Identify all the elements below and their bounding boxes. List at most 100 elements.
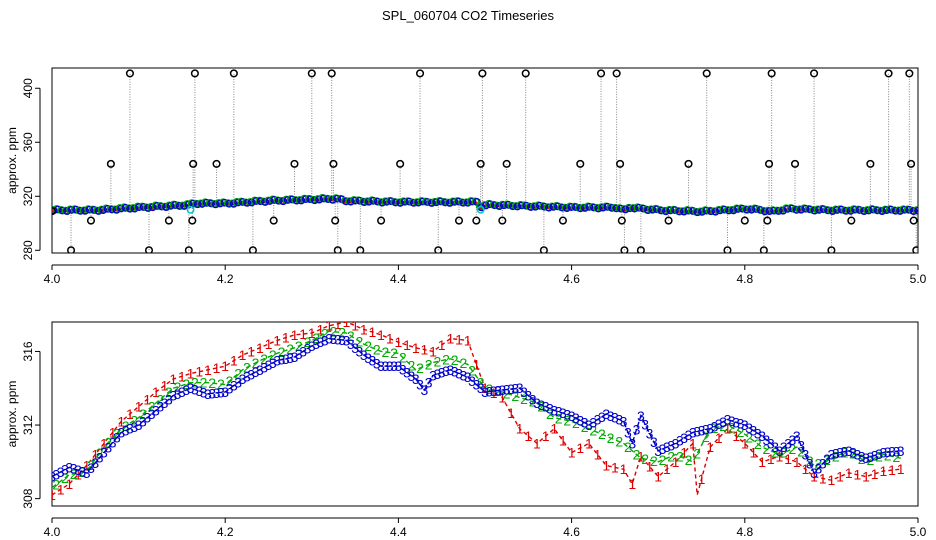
series-3-marker: 3 bbox=[459, 367, 467, 383]
series-1-marker: 1 bbox=[117, 413, 125, 429]
series-3-marker: 3 bbox=[563, 406, 571, 422]
sensor3-point bbox=[508, 202, 517, 211]
flag-point bbox=[767, 69, 776, 78]
series-1-marker: 1 bbox=[412, 340, 420, 356]
sensor3-point bbox=[72, 205, 80, 214]
series-3-marker: 3 bbox=[87, 460, 95, 476]
series-3-marker: 3 bbox=[815, 460, 823, 476]
sensor3-point bbox=[202, 198, 211, 207]
series-1-marker: 1 bbox=[464, 332, 472, 348]
series-3-marker: 3 bbox=[269, 355, 277, 371]
series-3-marker: 3 bbox=[226, 381, 234, 397]
flag-point bbox=[184, 246, 193, 253]
sensor3-point bbox=[743, 205, 751, 214]
series-3-marker: 3 bbox=[594, 412, 602, 428]
series-3-marker: 3 bbox=[135, 417, 143, 433]
sensor3-point bbox=[468, 197, 477, 206]
sensor3-point bbox=[454, 197, 463, 206]
series-2-marker: 2 bbox=[745, 429, 753, 445]
series-2-marker: 2 bbox=[754, 436, 762, 452]
series-2-marker: 2 bbox=[347, 328, 355, 344]
sensor3-point bbox=[824, 206, 833, 215]
bottom-x-tick-label: 4.8 bbox=[736, 525, 753, 539]
series-1-marker: 1 bbox=[178, 368, 186, 384]
flag-point bbox=[212, 159, 221, 168]
series-3-marker: 3 bbox=[126, 421, 134, 437]
series-3-marker: 3 bbox=[438, 365, 446, 381]
sensor3-point bbox=[90, 206, 98, 214]
series-3-marker: 3 bbox=[481, 384, 489, 400]
series-1-marker: 1 bbox=[169, 371, 177, 387]
flag-point bbox=[558, 216, 567, 225]
series-3-marker: 3 bbox=[407, 368, 415, 384]
series-2-marker: 2 bbox=[451, 352, 459, 368]
sensor3-point bbox=[373, 197, 382, 206]
series-3-marker: 3 bbox=[706, 421, 714, 437]
series-3-marker: 3 bbox=[728, 413, 736, 429]
series-2-marker: 2 bbox=[364, 338, 372, 354]
sensor3-point bbox=[423, 198, 432, 206]
sensor3-point bbox=[887, 205, 896, 214]
sensor3-point bbox=[126, 204, 135, 213]
flag-point bbox=[52, 207, 57, 216]
series-1-marker: 1 bbox=[628, 476, 636, 492]
series-2-marker: 2 bbox=[304, 334, 312, 350]
series-2-marker: 2 bbox=[840, 445, 848, 461]
bottom-y-tick-label: 312 bbox=[21, 415, 35, 435]
series-3-marker: 3 bbox=[832, 446, 840, 462]
sensor3-point bbox=[252, 197, 261, 205]
series-2-marker: 2 bbox=[693, 446, 701, 462]
sensor3-point bbox=[292, 196, 301, 205]
series-3-marker: 3 bbox=[455, 366, 463, 382]
series-3-marker: 3 bbox=[888, 444, 896, 460]
flag-point bbox=[764, 159, 774, 168]
series-3-marker: 3 bbox=[364, 350, 372, 366]
sensor3-point bbox=[770, 206, 778, 215]
series-3-marker: 3 bbox=[853, 446, 861, 462]
top-x-tick-label: 4.8 bbox=[736, 272, 753, 286]
flag-point bbox=[616, 159, 625, 168]
series-2-line bbox=[52, 330, 901, 489]
series-3-marker: 3 bbox=[516, 380, 524, 396]
series-2-marker: 2 bbox=[468, 362, 476, 378]
sensor3-point bbox=[842, 206, 851, 215]
series-3-marker: 3 bbox=[724, 412, 732, 428]
sensor3-point bbox=[612, 204, 621, 213]
series-1-marker: 1 bbox=[308, 325, 316, 341]
sensor3-point bbox=[914, 206, 918, 215]
sensor3-point bbox=[319, 194, 328, 203]
series-1-marker: 1 bbox=[57, 481, 65, 497]
series-2-marker: 2 bbox=[278, 344, 286, 360]
series-3-marker: 3 bbox=[187, 380, 195, 396]
series-2-marker: 2 bbox=[148, 399, 156, 415]
series-3-marker: 3 bbox=[715, 416, 723, 432]
sensor3-point bbox=[256, 197, 265, 206]
series-3-marker: 3 bbox=[91, 455, 99, 471]
top-y-tick-label: 400 bbox=[21, 78, 35, 98]
series-2-marker: 2 bbox=[503, 385, 511, 401]
sensor3-point bbox=[441, 198, 450, 207]
series-3-marker: 3 bbox=[819, 456, 827, 472]
series-1-marker: 1 bbox=[65, 476, 73, 492]
series-2-marker: 2 bbox=[442, 352, 450, 368]
series-2-marker: 2 bbox=[702, 429, 710, 445]
series-2-marker: 2 bbox=[269, 347, 277, 363]
series-1-marker: 1 bbox=[204, 362, 212, 378]
series-3-marker: 3 bbox=[48, 469, 56, 485]
series-3-marker: 3 bbox=[369, 353, 377, 369]
series-3-marker: 3 bbox=[312, 336, 320, 352]
series-2-marker: 2 bbox=[165, 384, 173, 400]
series-3-marker: 3 bbox=[879, 445, 887, 461]
series-1-marker: 1 bbox=[256, 340, 264, 356]
series-3-line bbox=[52, 337, 901, 478]
series-3-marker: 3 bbox=[429, 367, 437, 383]
series-3-marker: 3 bbox=[273, 353, 281, 369]
series-3-marker: 3 bbox=[243, 369, 251, 385]
series-1-marker: 1 bbox=[74, 467, 82, 483]
series-1-marker: 1 bbox=[490, 385, 498, 401]
sensor3-point bbox=[540, 202, 549, 211]
sensor3-point bbox=[536, 201, 544, 210]
series-3-marker: 3 bbox=[533, 395, 541, 411]
series-2-marker: 2 bbox=[338, 325, 346, 341]
